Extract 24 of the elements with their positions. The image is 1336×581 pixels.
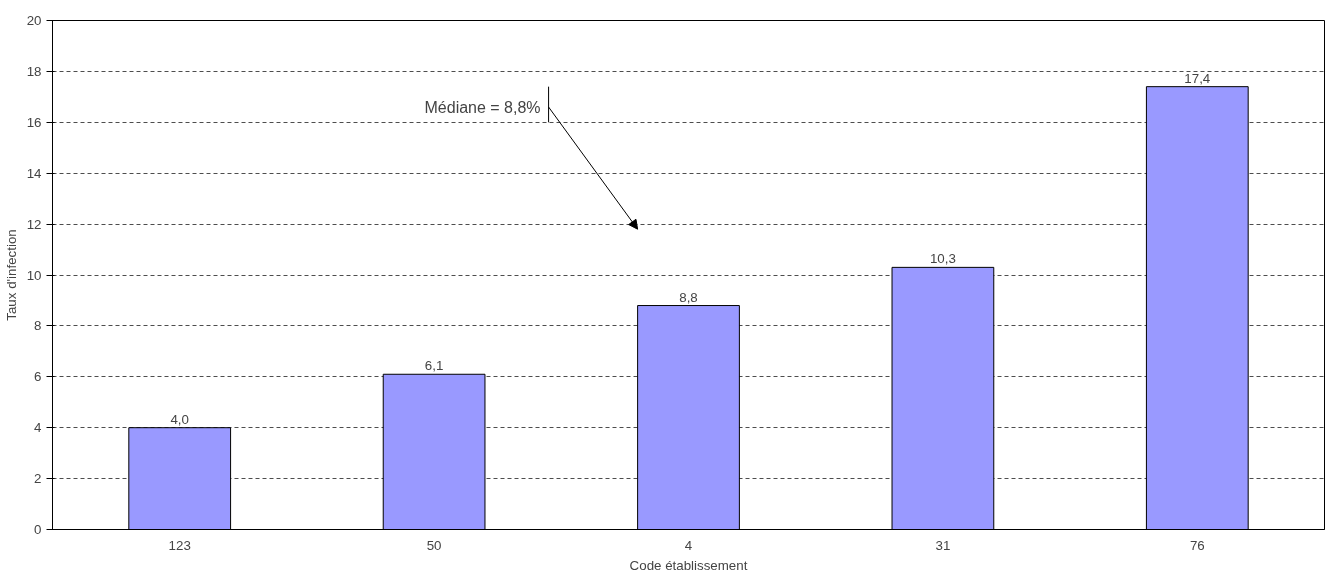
- y-tick-label: 20: [26, 13, 42, 28]
- y-tick-label: 2: [34, 471, 42, 487]
- x-tick-label: 123: [168, 537, 191, 553]
- data-label: 6,1: [424, 358, 444, 374]
- x-axis-title: Code établissement: [629, 557, 748, 573]
- y-tick-label: 14: [26, 165, 43, 181]
- y-tick-label: 6: [34, 369, 42, 385]
- y-tick-label: 8: [34, 318, 42, 334]
- y-tick-label: 10: [26, 267, 42, 283]
- data-label: 4,0: [170, 411, 189, 427]
- y-tick-label: 18: [26, 63, 42, 79]
- x-tick-label: 76: [1189, 537, 1205, 553]
- annotation: Médiane = 8,8%: [424, 98, 541, 116]
- y-tick-label: 16: [26, 114, 42, 130]
- x-tick-label: 4: [684, 537, 693, 553]
- y-tick-label: 0: [34, 522, 42, 537]
- x-tick-label: 31: [935, 537, 951, 553]
- data-label: 8,8: [679, 289, 698, 305]
- data-label: 10,3: [929, 251, 956, 267]
- y-tick-label: 4: [34, 420, 43, 436]
- x-tick-label: 50: [426, 537, 442, 553]
- y-axis-title: Taux d'infection: [3, 229, 19, 321]
- data-label: 17,4: [1184, 70, 1211, 86]
- y-tick-label: 12: [26, 216, 42, 232]
